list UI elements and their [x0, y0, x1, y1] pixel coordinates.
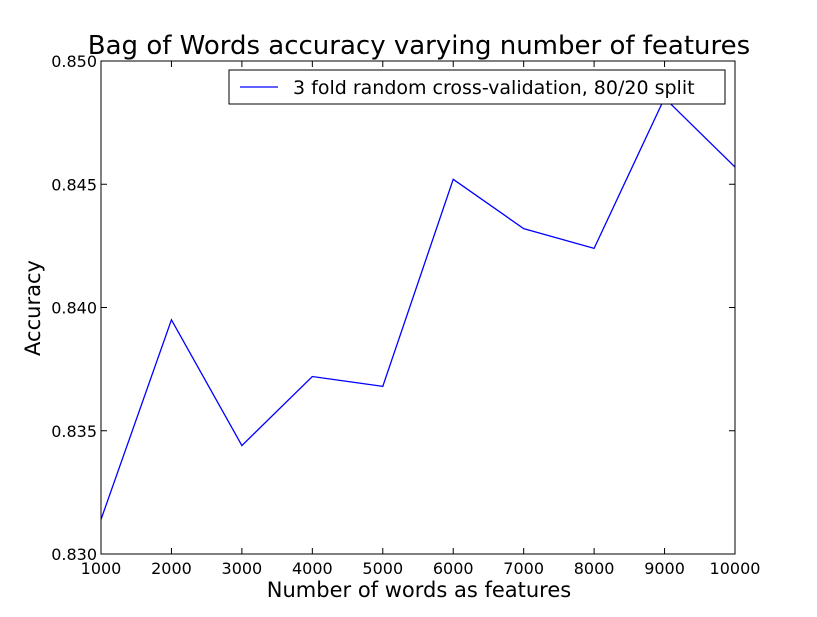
plot-frame: [100, 60, 736, 555]
x-tick-label: 10000: [710, 559, 761, 578]
x-tick-label: 8000: [574, 559, 615, 578]
y-tick-label: 0.835: [51, 422, 97, 441]
y-tick-label: 0.840: [51, 299, 97, 318]
x-tick-label: 9000: [644, 559, 685, 578]
x-axis-label: Number of words as features: [267, 578, 571, 602]
legend-box: [228, 69, 726, 105]
x-tick-label: 7000: [503, 559, 544, 578]
x-tick-label: 4000: [292, 559, 333, 578]
chart-title: Bag of Words accuracy varying number of …: [88, 31, 750, 61]
x-tick-label: 1000: [81, 559, 122, 578]
y-tick-label: 0.845: [51, 175, 97, 194]
y-axis-label: Accuracy: [21, 260, 45, 356]
y-tick-label: 0.850: [51, 52, 97, 71]
plot-area: [101, 61, 735, 554]
legend: 3 fold random cross-validation, 80/20 sp…: [228, 69, 726, 105]
x-tick-label: 3000: [222, 559, 263, 578]
x-tick-label: 2000: [151, 559, 192, 578]
series-layer: [101, 96, 735, 520]
x-tick-label: 6000: [433, 559, 474, 578]
x-tick-label: 5000: [362, 559, 403, 578]
legend-label: 3 fold random cross-validation, 80/20 sp…: [293, 77, 695, 99]
ticks-layer: 1000 2000 3000 4000 5000 6000 7000 8000 9000 1000…: [51, 52, 760, 578]
y-tick-label: 0.830: [51, 545, 97, 564]
series-line: [101, 96, 735, 520]
